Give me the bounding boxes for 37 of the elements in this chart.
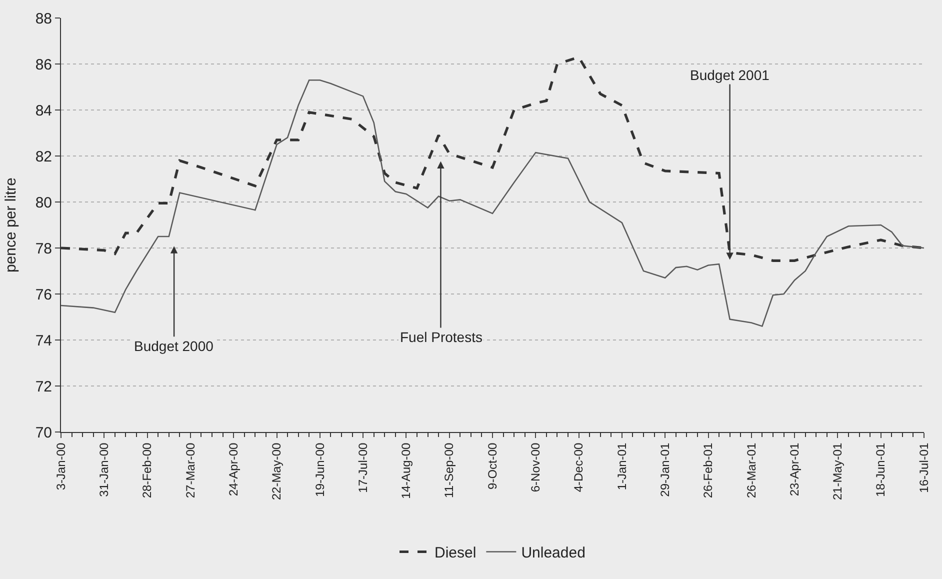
- x-tick-label: 14-Aug-00: [399, 442, 414, 499]
- x-tick-label: 19-Jun-00: [312, 442, 327, 497]
- x-tick-label: 26-Feb-01: [701, 442, 716, 498]
- x-tick-label: 21-May-01: [830, 442, 845, 500]
- legend-label: Unleaded: [521, 544, 586, 562]
- annotation: Fuel Protests: [400, 329, 482, 345]
- x-tick-label: 17-Jul-00: [356, 442, 370, 493]
- y-tick-label: 76: [35, 286, 52, 304]
- y-tick-label: 78: [35, 240, 52, 258]
- x-tick-label: 6-Nov-00: [528, 442, 543, 492]
- x-tick-label: 3-Jan-00: [54, 442, 68, 490]
- x-tick-label: 16-Jul-01: [916, 442, 931, 493]
- x-tick-label: 23-Apr-01: [787, 442, 802, 496]
- x-tick-label: 27-Mar-00: [183, 442, 198, 498]
- x-tick-label: 4-Dec-00: [572, 442, 586, 492]
- x-tick-label: 29-Jan-01: [658, 442, 672, 497]
- annotation: Budget 2001: [690, 67, 770, 83]
- y-tick-label: 72: [35, 378, 52, 396]
- x-tick-label: 26-Mar-01: [744, 442, 758, 498]
- y-tick-label: 84: [35, 102, 52, 120]
- x-tick-label: 18-Jun-01: [874, 442, 888, 497]
- x-tick-label: 11-Sep-00: [442, 442, 456, 498]
- legend-label: Diesel: [434, 544, 476, 562]
- y-tick-label: 82: [35, 148, 52, 166]
- y-tick-label: 88: [35, 10, 52, 28]
- x-tick-label: 9-Oct-00: [485, 442, 500, 490]
- y-tick-label: 80: [35, 194, 52, 212]
- x-tick-label: 1-Jan-01: [614, 442, 629, 490]
- x-tick-label: 24-Apr-00: [226, 442, 240, 496]
- y-axis-title: pence per litre: [2, 177, 20, 273]
- y-tick-label: 70: [35, 424, 52, 442]
- y-tick-label: 74: [35, 332, 52, 350]
- y-tick-label: 86: [35, 56, 52, 74]
- x-tick-label: 31-Jan-00: [97, 442, 112, 497]
- annotation: Budget 2000: [134, 338, 214, 354]
- x-tick-label: 22-May-00: [270, 442, 284, 500]
- x-tick-label: 28-Feb-00: [140, 442, 154, 498]
